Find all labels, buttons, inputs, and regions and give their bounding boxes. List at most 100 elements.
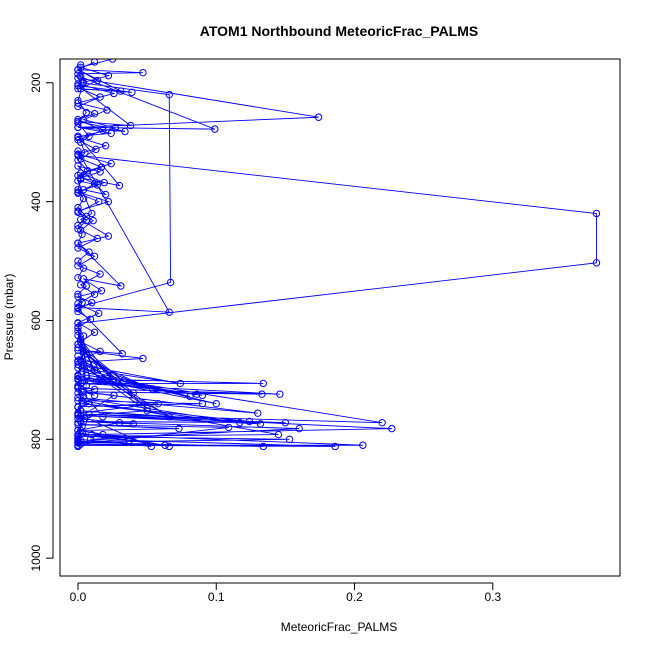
data-point <box>78 364 86 372</box>
data-point <box>74 80 82 88</box>
data-point <box>143 404 151 413</box>
data-point <box>74 188 82 196</box>
y-tick-label: 200 <box>29 72 43 92</box>
data-point <box>74 273 82 282</box>
data-point <box>186 392 194 401</box>
data-point <box>198 399 207 408</box>
data-point <box>74 133 82 142</box>
data-point <box>378 418 386 427</box>
data-point <box>254 409 262 417</box>
data-point <box>82 216 90 225</box>
data-point <box>77 338 85 346</box>
data-point <box>90 328 99 337</box>
data-point <box>88 298 96 307</box>
data-point <box>259 379 267 388</box>
data-point <box>359 441 367 449</box>
data-point <box>74 376 82 384</box>
data-point <box>165 442 173 451</box>
plot-frame <box>59 58 621 577</box>
data-point <box>85 399 93 408</box>
data-point <box>147 442 155 451</box>
data-point <box>74 136 82 144</box>
y-tick-label: 1000 <box>29 545 43 572</box>
data-point <box>139 68 147 77</box>
data-point <box>77 281 85 289</box>
data-point <box>74 99 82 107</box>
data-point <box>110 89 118 98</box>
data-point <box>74 70 82 78</box>
data-point <box>95 309 103 318</box>
data-point <box>256 420 265 428</box>
data-point <box>74 290 82 299</box>
x-axis: 0.0 0.1 0.2 0.3 <box>70 582 501 604</box>
data-point <box>78 397 86 405</box>
data-point <box>119 377 128 385</box>
data-point <box>79 79 88 87</box>
x-tick-label: 0.1 <box>208 590 225 604</box>
data-point <box>74 383 82 391</box>
data-point <box>74 439 82 447</box>
data-point <box>96 168 104 176</box>
data-point <box>139 354 147 363</box>
data-point <box>88 430 96 439</box>
data-point <box>331 442 339 451</box>
data-point <box>161 441 169 449</box>
y-axis: 200 400 600 800 1000 <box>29 72 54 572</box>
data-point <box>74 293 82 301</box>
data-point <box>117 282 125 290</box>
series-line-2 <box>76 61 105 371</box>
data-point <box>175 424 183 433</box>
data-point <box>96 93 104 101</box>
data-point <box>88 209 96 218</box>
data-point <box>108 376 117 384</box>
data-point <box>115 418 124 427</box>
data-point <box>128 88 136 96</box>
chart-title: ATOM1 Northbound MeteoricFrac_PALMS <box>200 23 478 39</box>
data-point <box>74 357 82 365</box>
data-point <box>592 259 601 267</box>
data-point <box>125 436 133 445</box>
data-point <box>129 389 137 397</box>
data-point <box>90 366 99 375</box>
data-point <box>104 197 113 206</box>
x-tick-label: 0.0 <box>70 590 87 604</box>
x-tick-label: 0.3 <box>484 590 501 604</box>
data-point <box>107 159 115 168</box>
data-point <box>198 391 207 400</box>
data-point <box>74 225 82 233</box>
data-point <box>74 150 82 158</box>
data-point <box>79 332 88 340</box>
data-point <box>74 239 82 247</box>
data-point <box>79 417 88 426</box>
data-point <box>126 121 135 130</box>
data-point <box>74 331 82 340</box>
data-point <box>165 308 173 316</box>
data-point <box>77 63 85 72</box>
y-axis-label: Pressure (mbar) <box>2 274 16 361</box>
data-point <box>104 232 113 240</box>
data-point <box>245 417 254 426</box>
data-point <box>274 430 283 439</box>
data-point <box>79 388 88 396</box>
plot-area <box>74 59 601 451</box>
data-point <box>74 244 82 252</box>
data-point <box>74 402 82 411</box>
data-point <box>74 262 82 270</box>
data-point <box>101 190 110 199</box>
data-point <box>281 418 290 427</box>
data-point <box>103 106 111 114</box>
data-point <box>74 257 82 265</box>
data-point <box>85 132 93 140</box>
series-line-3 <box>76 59 116 230</box>
data-point <box>77 169 85 177</box>
data-point <box>165 413 173 421</box>
data-point <box>99 430 107 439</box>
data-point <box>592 209 601 218</box>
data-point <box>148 385 157 394</box>
data-point <box>110 391 118 400</box>
data-point <box>314 113 323 121</box>
data-point <box>95 377 103 385</box>
data-point <box>90 59 99 66</box>
data-point <box>93 234 102 243</box>
data-point <box>259 442 267 451</box>
